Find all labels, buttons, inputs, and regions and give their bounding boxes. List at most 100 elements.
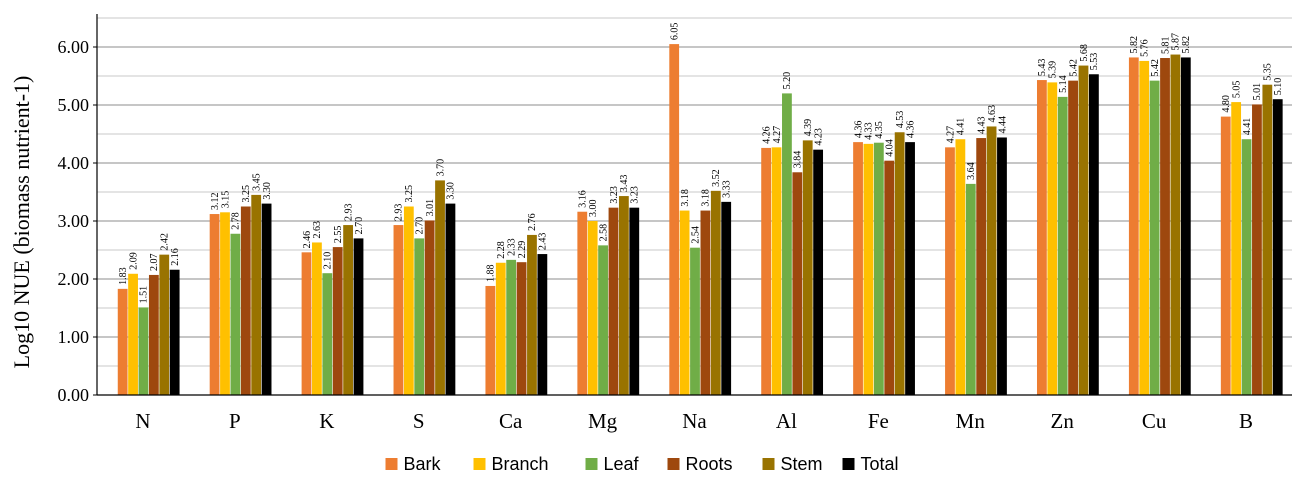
legend-swatch <box>667 458 680 470</box>
x-tick-label: B <box>1239 409 1253 433</box>
x-tick-label: K <box>319 409 334 433</box>
legend-swatch <box>842 458 855 470</box>
data-label: 4.35 <box>874 121 885 139</box>
bar-stem <box>343 225 354 395</box>
bar-roots <box>332 247 343 395</box>
data-label: 4.39 <box>803 119 814 137</box>
data-label: 2.43 <box>538 233 549 251</box>
bar-branch <box>863 143 874 395</box>
bar-branch <box>1231 102 1242 395</box>
bar-branch <box>495 262 506 395</box>
data-label: 4.80 <box>1221 95 1232 113</box>
legend-swatch <box>585 458 598 470</box>
bar-total <box>997 137 1007 396</box>
data-label: 3.64 <box>966 162 977 180</box>
data-label: 4.41 <box>956 118 967 136</box>
bar-bark <box>301 252 312 395</box>
data-labels: 1.832.09 1.51 2.072.422.16 3.12 3.152.78 3.25… <box>118 23 1284 304</box>
bar-leaf <box>782 93 792 396</box>
bar-total <box>905 142 915 395</box>
bar-roots <box>240 206 251 395</box>
bar-leaf <box>138 307 149 395</box>
y-tick-label: 1.00 <box>58 327 90 347</box>
x-tick-label: Cu <box>1142 409 1167 433</box>
bar-stem <box>710 190 721 395</box>
data-label: 4.41 <box>1242 118 1253 136</box>
bar-roots <box>148 274 159 395</box>
bar-stem <box>1170 54 1181 395</box>
bar-leaf <box>414 238 425 395</box>
data-label: 3.25 <box>404 185 415 203</box>
legend-label: Branch <box>492 454 549 474</box>
data-label: 4.26 <box>761 126 772 144</box>
data-label: 3.30 <box>262 182 273 200</box>
bar-total <box>1088 74 1099 395</box>
data-label: 5.01 <box>1252 83 1263 101</box>
data-label: 4.63 <box>987 105 998 123</box>
bar-total <box>1272 99 1283 395</box>
data-label: 3.12 <box>210 193 221 211</box>
bar-total <box>1180 57 1191 395</box>
data-label: 2.07 <box>149 253 160 271</box>
bar-roots <box>1252 104 1262 396</box>
bar-branch <box>587 221 598 395</box>
bar-roots <box>884 160 895 395</box>
bar-stem <box>435 180 445 395</box>
bar-total <box>169 269 180 395</box>
data-label: 5.39 <box>1048 61 1059 79</box>
data-label: 3.25 <box>241 185 252 202</box>
data-label: 3.01 <box>425 199 436 217</box>
bar-roots <box>1160 58 1170 396</box>
bar-bark <box>1220 116 1231 395</box>
data-label: 2.42 <box>160 233 171 251</box>
data-label: 2.29 <box>517 241 528 259</box>
data-label: 3.33 <box>722 180 733 198</box>
bar-bark <box>393 225 404 395</box>
x-tick-label: N <box>135 409 150 433</box>
y-tick-label: 3.00 <box>58 211 90 231</box>
data-label: 4.23 <box>813 128 824 146</box>
bar-bark <box>761 147 772 395</box>
bar-branch <box>403 206 414 395</box>
data-label: 4.36 <box>905 121 916 139</box>
bar-total <box>353 238 364 395</box>
legend-item-total: Total <box>842 454 899 474</box>
data-label: 2.70 <box>354 217 365 235</box>
axes <box>96 14 1292 396</box>
bar-leaf <box>965 183 976 395</box>
data-label: 5.42 <box>1150 59 1161 77</box>
data-label: 5.68 <box>1079 44 1090 62</box>
y-tick-label: 0.00 <box>58 385 90 405</box>
bar-leaf <box>1241 139 1252 395</box>
legend-swatch <box>385 458 398 470</box>
bar-bark <box>1036 80 1047 395</box>
data-label: 3.00 <box>588 200 599 218</box>
data-label: 3.18 <box>680 189 691 207</box>
data-label: 2.10 <box>323 252 334 270</box>
x-tick-label: Fe <box>868 409 889 433</box>
legend-item-leaf: Leaf <box>585 454 640 474</box>
data-label: 2.70 <box>415 217 426 235</box>
data-label: 3.70 <box>435 159 446 177</box>
data-label: 2.63 <box>312 221 323 239</box>
x-tick-label: Zn <box>1051 409 1075 433</box>
bar-stem <box>618 196 629 395</box>
bar-total <box>445 203 456 395</box>
bar-leaf <box>230 233 241 395</box>
data-label: 2.28 <box>496 241 507 259</box>
legend-item-roots: Roots <box>667 454 733 474</box>
data-label: 3.18 <box>701 189 712 207</box>
data-label: 5.42 <box>1068 59 1079 77</box>
bar-leaf <box>1149 80 1160 395</box>
data-label: 4.44 <box>997 116 1008 134</box>
bar-roots <box>1068 80 1078 395</box>
x-tick-label: P <box>229 409 241 433</box>
data-label: 4.04 <box>885 139 896 157</box>
bar-bark <box>1128 57 1139 395</box>
bar-leaf <box>322 273 333 395</box>
legend-item-bark: Bark <box>385 454 442 474</box>
data-label: 4.43 <box>976 117 987 135</box>
data-label: 5.14 <box>1058 75 1069 93</box>
